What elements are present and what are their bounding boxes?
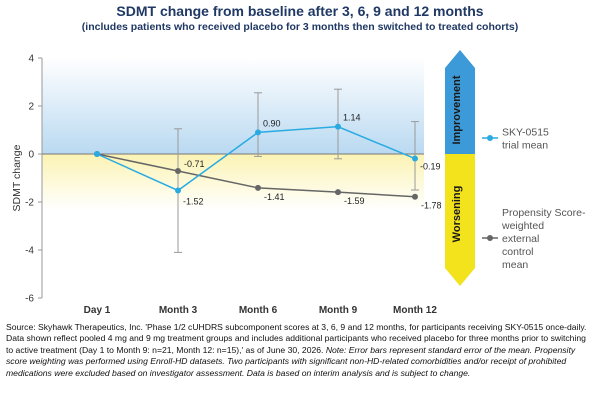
y-tick-label: -6 bbox=[25, 294, 34, 305]
y-tick-label: 0 bbox=[28, 150, 34, 161]
worsening-label: Worsening bbox=[451, 186, 463, 243]
trial-mean-point bbox=[335, 123, 341, 130]
y-axis-label: SDMT change bbox=[11, 144, 23, 211]
worsening-arrow bbox=[445, 154, 475, 286]
trial-mean-point bbox=[175, 187, 181, 194]
x-tick-label: Day 1 bbox=[84, 305, 111, 316]
legend-label: mean bbox=[502, 259, 528, 271]
trial-mean-point bbox=[412, 155, 418, 162]
control-mean-point bbox=[412, 193, 418, 200]
trial-data-label: 0.90 bbox=[263, 118, 281, 128]
trial-mean-point bbox=[94, 151, 100, 157]
legend-label: control bbox=[502, 246, 534, 258]
legend-label: weighted bbox=[501, 220, 544, 232]
improvement-label: Improvement bbox=[451, 75, 463, 144]
chart: 4 2 0 -2 -4 -6 SDMT change Day 1 Month 3 Month … bbox=[11, 50, 586, 316]
legend-swatch-marker bbox=[487, 135, 493, 141]
y-tick-label: -4 bbox=[25, 246, 34, 257]
trial-data-label: -0.19 bbox=[420, 162, 441, 172]
control-data-label: -1.59 bbox=[344, 196, 365, 206]
legend-label: trial mean bbox=[502, 140, 548, 152]
y-tick-label: -2 bbox=[25, 198, 34, 209]
trial-data-label: -1.52 bbox=[183, 196, 204, 206]
y-tick-label: 4 bbox=[28, 54, 34, 65]
legend-label: Propensity Score- bbox=[502, 207, 586, 219]
chart-title: SDMT change from baseline after 3, 6, 9 … bbox=[116, 3, 484, 19]
legend-label: external bbox=[502, 233, 539, 245]
improvement-region bbox=[42, 58, 424, 154]
control-mean-point bbox=[175, 168, 181, 175]
control-data-label: -1.41 bbox=[264, 192, 285, 202]
y-tick-label: 2 bbox=[28, 102, 34, 113]
legend-swatch-marker bbox=[487, 235, 493, 241]
x-tick-label: Month 6 bbox=[239, 305, 278, 316]
x-tick-label: Month 9 bbox=[319, 305, 358, 316]
control-mean-point bbox=[335, 189, 341, 196]
control-data-label: -1.78 bbox=[421, 201, 442, 211]
x-tick-label: Month 12 bbox=[393, 305, 437, 316]
source-text: Source: Skyhawk Therapeutics, Inc. 'Phas… bbox=[6, 322, 587, 355]
improvement-arrow bbox=[445, 50, 475, 154]
x-tick-label: Month 3 bbox=[159, 305, 198, 316]
trial-data-label: 1.14 bbox=[343, 113, 361, 123]
source-footnote: Source: Skyhawk Therapeutics, Inc. 'Phas… bbox=[6, 322, 594, 379]
control-mean-point bbox=[255, 184, 261, 191]
legend-label: SKY-0515 bbox=[502, 127, 549, 139]
note-text: Note: Error bars represent standard erro… bbox=[6, 344, 576, 378]
trial-mean-point bbox=[255, 129, 261, 136]
control-data-label: -0.71 bbox=[184, 159, 205, 169]
chart-subtitle: (includes patients who received placebo … bbox=[81, 21, 519, 33]
